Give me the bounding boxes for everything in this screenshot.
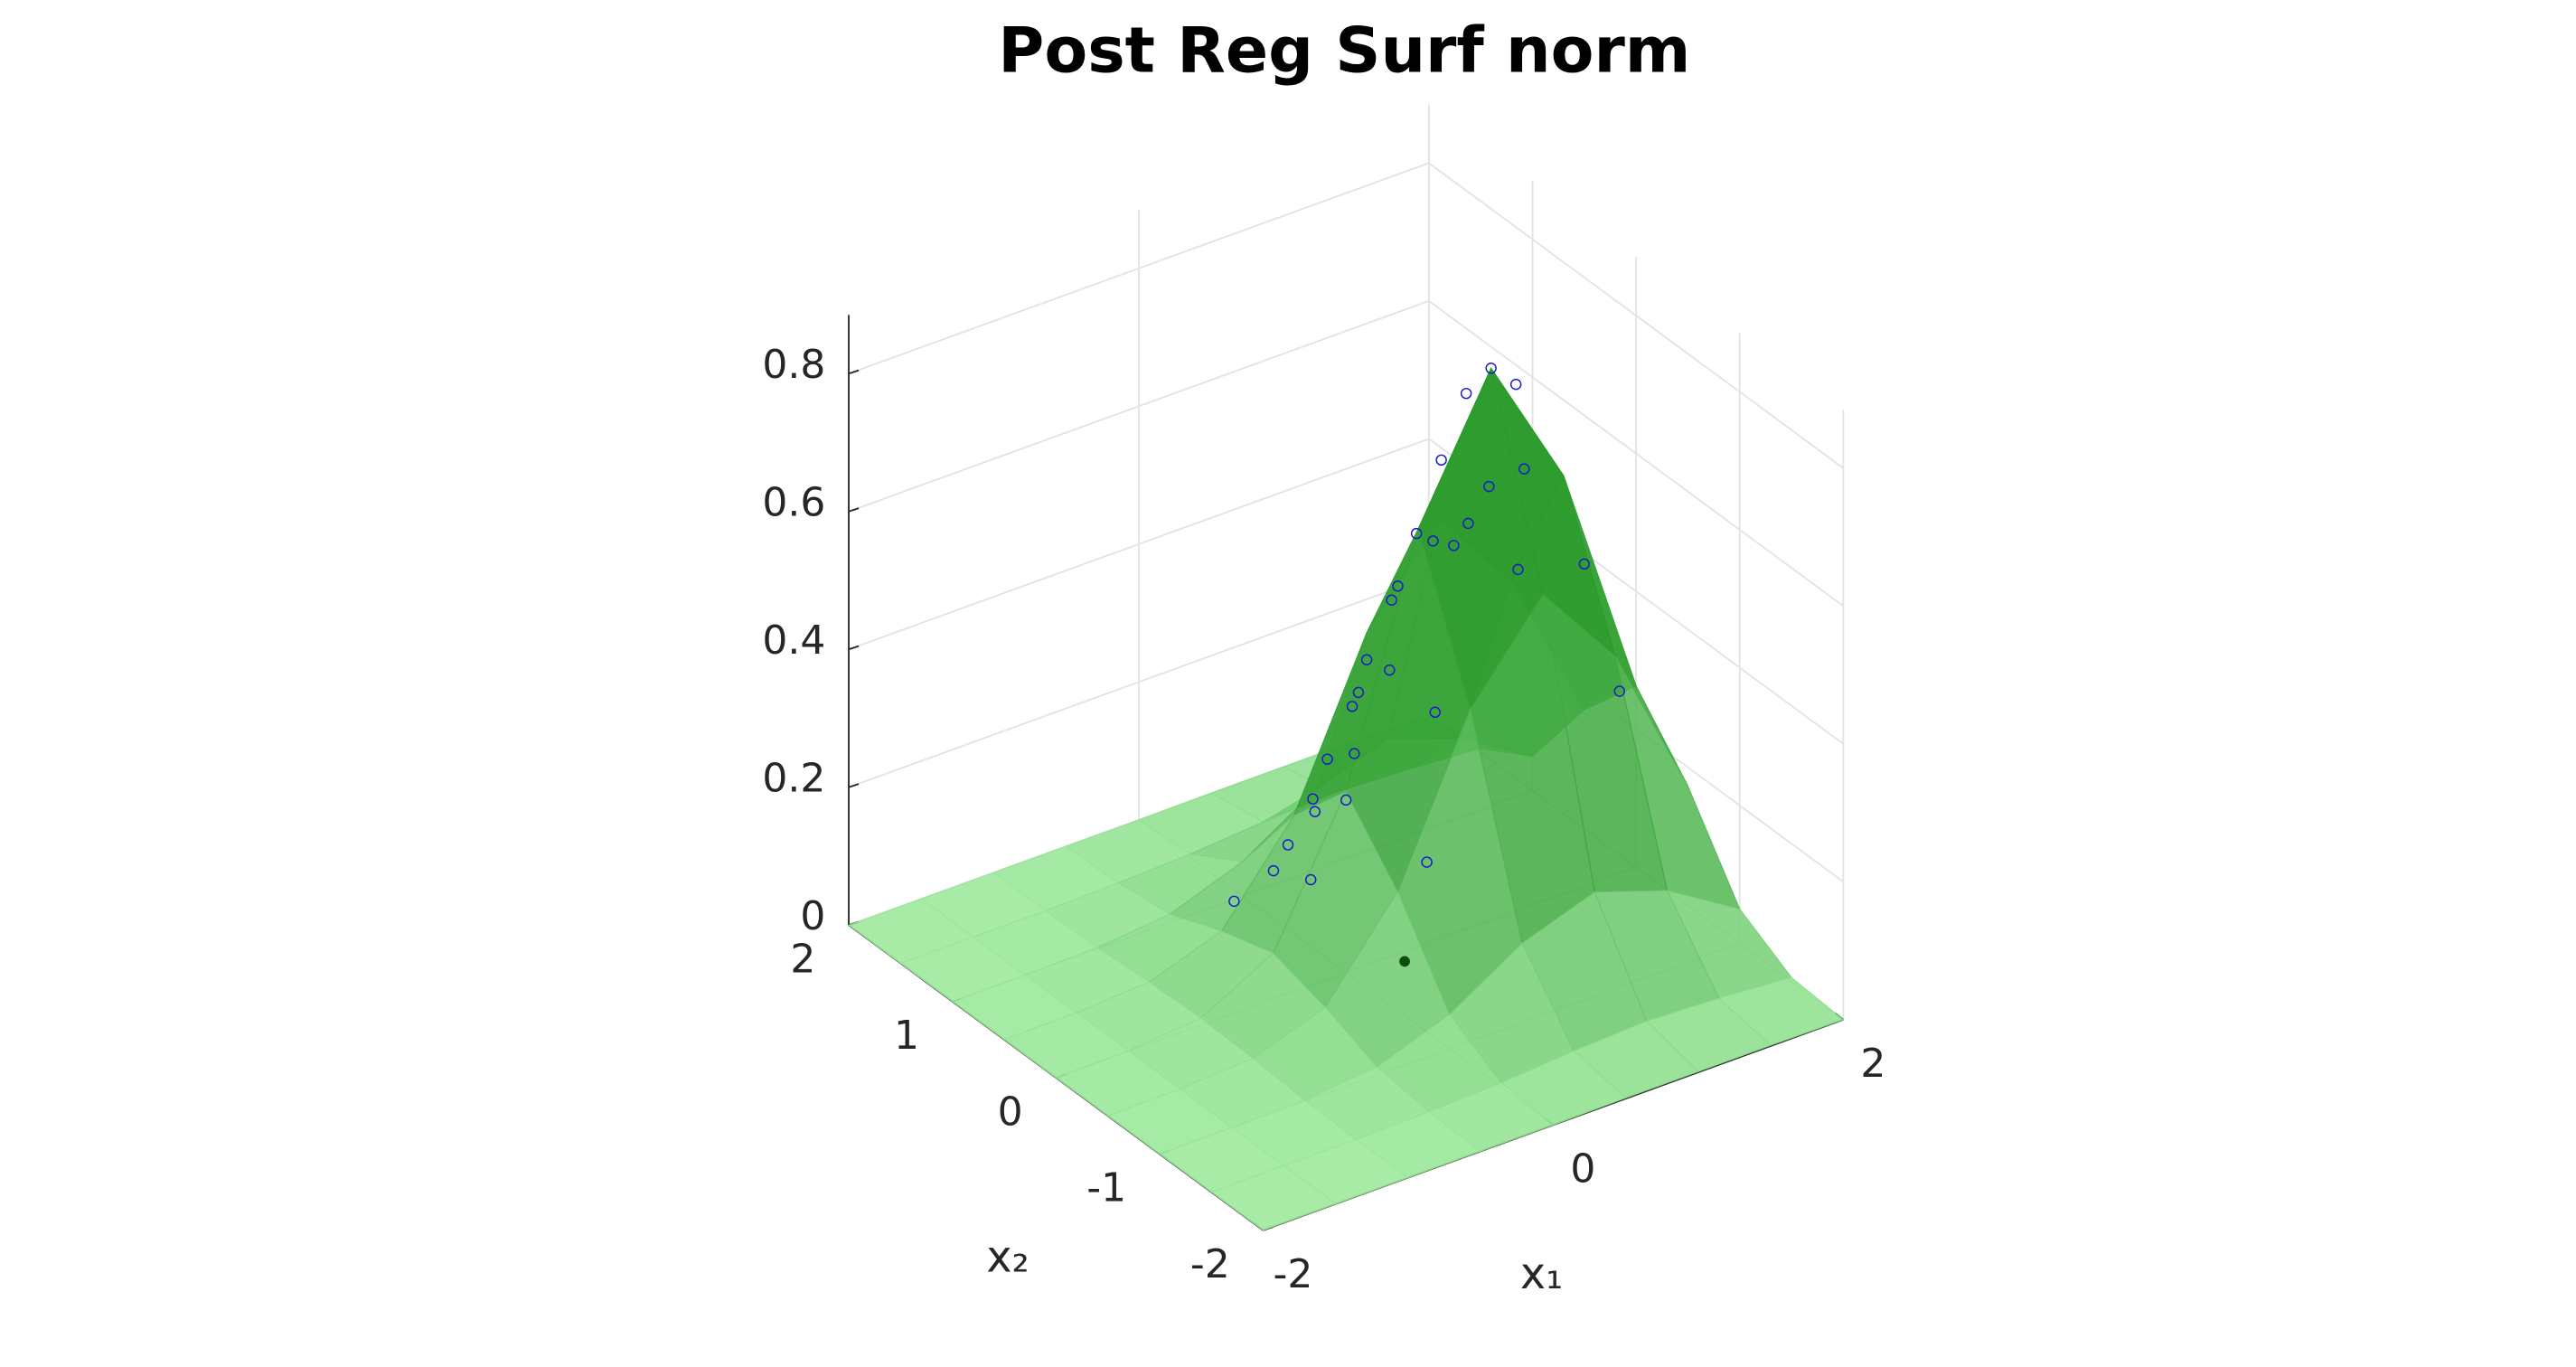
x-tick-label: 0 bbox=[1570, 1146, 1595, 1193]
y-tick-label: 1 bbox=[894, 1013, 919, 1059]
z-tick-label: 0.8 bbox=[762, 342, 825, 388]
y-tick-label: 0 bbox=[998, 1089, 1023, 1135]
tick-mark bbox=[848, 507, 860, 513]
z-tick-label: 0.4 bbox=[762, 618, 825, 664]
scatter-point bbox=[1429, 706, 1441, 719]
y-tick-label: -2 bbox=[1190, 1241, 1230, 1287]
scatter-point bbox=[1509, 378, 1522, 391]
scatter-point bbox=[1360, 654, 1373, 665]
surface bbox=[847, 366, 1845, 1231]
scatter-point bbox=[1613, 685, 1626, 697]
z-tick-label: 0 bbox=[800, 893, 825, 939]
scatter-point bbox=[1307, 793, 1319, 805]
scatter-point bbox=[1228, 895, 1240, 908]
scatter-point bbox=[1349, 748, 1360, 759]
tick-mark bbox=[848, 783, 860, 788]
scatter-point bbox=[1421, 856, 1433, 868]
y-tick-label: 2 bbox=[790, 937, 815, 983]
chart-title: Post Reg Surf norm bbox=[998, 14, 1690, 88]
x-tick-label: -2 bbox=[1274, 1251, 1313, 1297]
surface-patch bbox=[1210, 1164, 1337, 1231]
scatter-point bbox=[1386, 594, 1397, 606]
scatter-point bbox=[1410, 527, 1423, 540]
scatter-point bbox=[1578, 558, 1591, 570]
scatter-point bbox=[1518, 463, 1530, 475]
scatter-point bbox=[1460, 387, 1472, 400]
scatter-point bbox=[1352, 686, 1365, 699]
scatter-point bbox=[1346, 701, 1359, 712]
x-axis-label: x₁ bbox=[1520, 1249, 1563, 1299]
scatter-point bbox=[1435, 454, 1447, 467]
scatter-point bbox=[1392, 580, 1404, 592]
scatter-point bbox=[1462, 517, 1474, 530]
tick-mark bbox=[848, 369, 860, 375]
scatter-point bbox=[1309, 806, 1321, 817]
z-tick-label: 0.2 bbox=[762, 755, 825, 801]
scatter-point bbox=[1304, 873, 1317, 886]
y-tick-label: -1 bbox=[1086, 1165, 1126, 1211]
scatter-point bbox=[1267, 864, 1280, 877]
scatter-point bbox=[1384, 664, 1396, 676]
z-tick-label: 0.6 bbox=[762, 479, 825, 525]
scatter-point bbox=[1427, 535, 1439, 547]
scatter-point bbox=[1340, 794, 1352, 806]
scatter-point bbox=[1485, 363, 1497, 374]
x-tick-label: 2 bbox=[1860, 1041, 1885, 1087]
tick-mark bbox=[848, 645, 860, 651]
y-axis-label: x₂ bbox=[986, 1233, 1029, 1283]
scatter-point bbox=[1321, 753, 1333, 765]
scatter-point bbox=[1282, 839, 1294, 851]
scatter-point bbox=[1483, 480, 1495, 493]
scatter-point bbox=[1448, 540, 1460, 552]
marker bbox=[1399, 956, 1410, 967]
scatter-point bbox=[1512, 563, 1524, 576]
